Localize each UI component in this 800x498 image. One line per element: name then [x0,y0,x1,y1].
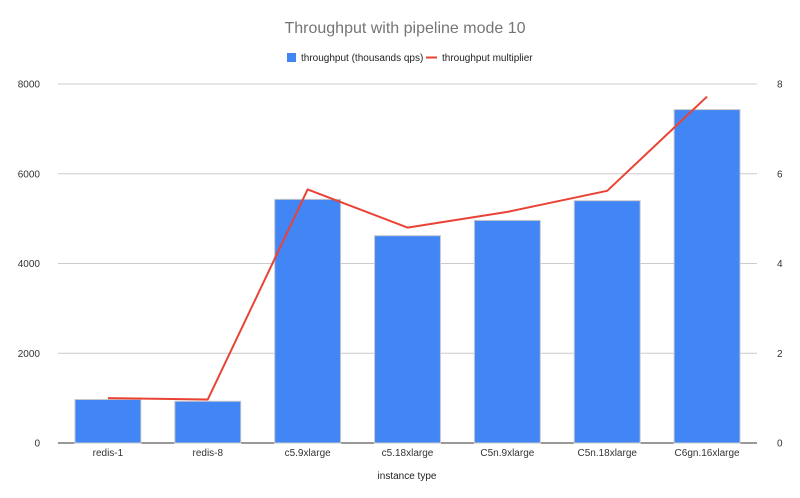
y-axis-left-ticks: 0 2000 4000 6000 8000 [18,80,41,450]
y-right-tick-label: 0 [777,439,783,450]
legend-label-throughput: throughput (thousands qps) [301,53,423,64]
chart-title: Throughput with pipeline mode 10 [284,20,525,37]
bar-C6gn.16xlarge [673,109,741,444]
y-axis-right-ticks: 0 2 4 6 8 [777,80,783,450]
y-right-tick-label: 2 [777,349,783,360]
y-left-tick-label: 6000 [18,169,41,180]
x-tick-label: redis-8 [192,448,223,459]
y-left-tick-label: 0 [34,439,40,450]
bar-redis-8 [174,400,242,444]
y-right-tick-label: 4 [777,259,783,270]
y-right-tick-label: 8 [777,80,783,91]
bar-c5.9xlarge [274,198,342,444]
x-tick-label: C6gn.16xlarge [675,448,740,459]
multiplier-line [107,95,708,401]
bar-C5n.18xlarge [573,200,641,444]
bar-C5n.9xlarge [473,219,541,444]
y-left-tick-label: 8000 [18,80,41,91]
x-tick-label: c5.9xlarge [285,448,332,459]
legend: throughput (thousands qps) throughput mu… [287,53,533,64]
x-tick-label: C5n.9xlarge [480,448,534,459]
legend-label-multiplier: throughput multiplier [442,53,533,64]
bar-redis-1 [74,398,142,444]
x-axis-ticks: redis-1 redis-8 c5.9xlarge c5.18xlarge C5n.9… [93,448,740,459]
y-right-tick-label: 6 [777,169,783,180]
x-tick-label: c5.18xlarge [382,448,434,459]
x-tick-label: C5n.18xlarge [577,448,637,459]
x-tick-label: redis-1 [93,448,124,459]
x-axis-label: instance type [378,471,437,482]
y-left-tick-label: 2000 [18,349,41,360]
legend-swatch-throughput [287,53,296,62]
bars [74,109,741,444]
bar-c5.18xlarge [374,235,441,444]
y-left-tick-label: 4000 [18,259,41,270]
